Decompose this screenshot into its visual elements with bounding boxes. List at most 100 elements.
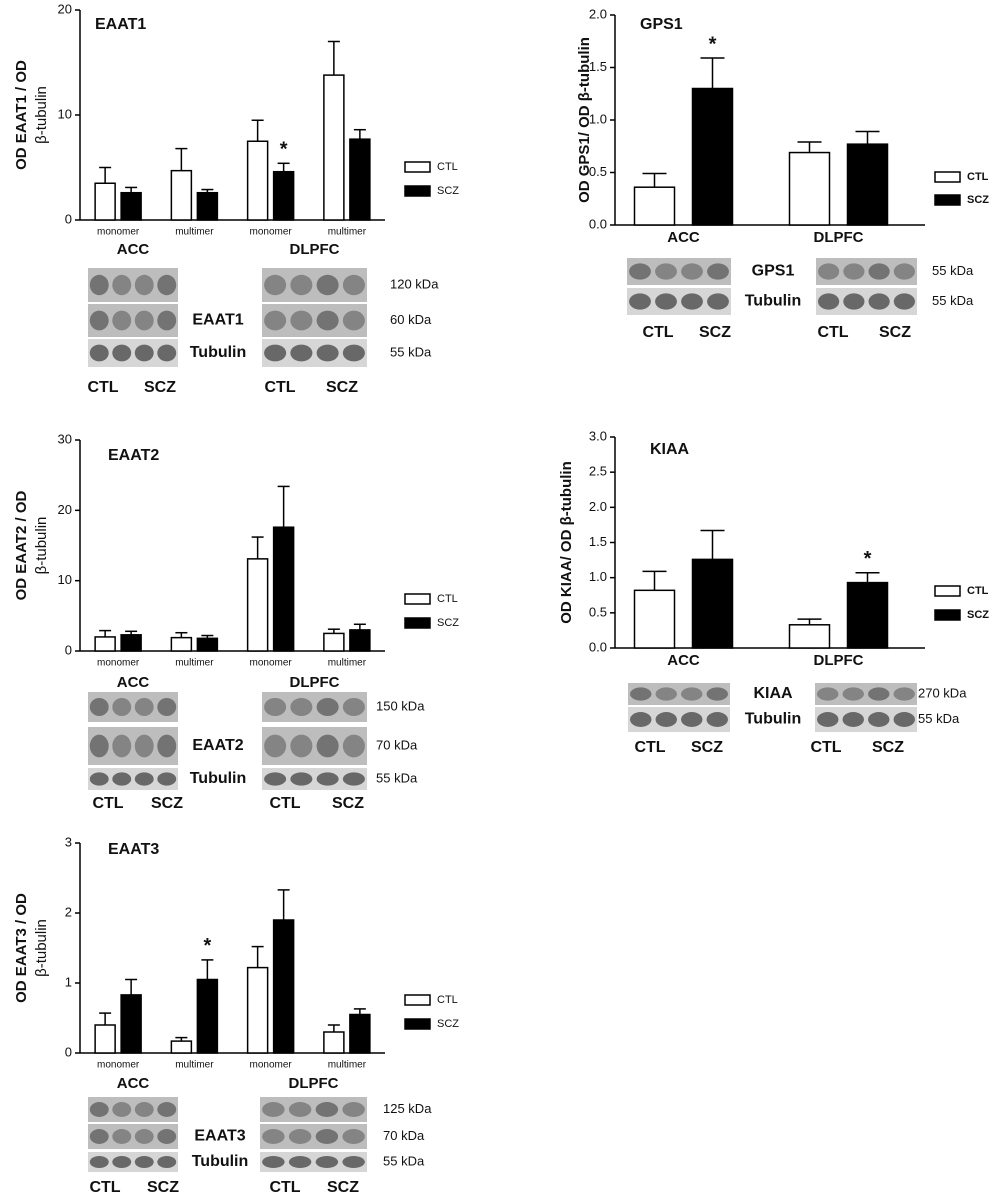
y-tick-label: 3 xyxy=(65,834,72,849)
blot-band xyxy=(112,772,132,786)
blot-band xyxy=(342,698,365,716)
bar xyxy=(196,191,219,221)
blot-strip xyxy=(262,768,367,790)
blot-band xyxy=(112,1156,132,1168)
bar xyxy=(788,151,831,226)
size-label: 150 kDa xyxy=(376,698,425,713)
bar xyxy=(170,169,193,221)
blot-band xyxy=(843,293,865,310)
x-tick-label: multimer xyxy=(328,227,367,238)
significance-mark: * xyxy=(203,935,211,957)
legend-swatch xyxy=(404,1018,431,1030)
y-tick-label: 1.5 xyxy=(589,534,607,549)
blot-band xyxy=(342,1129,365,1144)
lane-label: SCZ xyxy=(872,739,904,756)
legend-swatch xyxy=(404,994,431,1006)
blot-band xyxy=(157,344,177,362)
x-tick-label: multimer xyxy=(328,658,367,669)
blot-band xyxy=(315,1156,339,1168)
x-tick-label: multimer xyxy=(328,1060,367,1071)
blot-band xyxy=(707,263,729,280)
bar xyxy=(846,143,889,226)
lane-label: SCZ xyxy=(332,795,364,812)
blot-band xyxy=(706,712,728,727)
band-label: GPS1 xyxy=(752,263,795,280)
chart-title: KIAA xyxy=(650,441,690,458)
y-tick-label: 0 xyxy=(65,1044,72,1059)
blot-band xyxy=(629,263,651,280)
blot-band xyxy=(630,687,652,701)
band-label: KIAA xyxy=(753,685,793,702)
blot-band xyxy=(112,1102,132,1117)
lane-label: CTL xyxy=(269,795,300,812)
blot-band xyxy=(868,712,890,727)
blot-band xyxy=(89,310,109,331)
legend-label: SCZ xyxy=(437,185,459,197)
lane-label: SCZ xyxy=(699,324,731,341)
region-label: DLPFC xyxy=(289,1075,339,1092)
blot-band xyxy=(290,772,313,786)
region-label: ACC xyxy=(117,241,150,258)
y-axis-label: OD EAAT2 / OD xyxy=(13,490,30,600)
lane-label: CTL xyxy=(642,324,673,341)
bar xyxy=(323,632,345,652)
y-tick-label: 2.5 xyxy=(589,464,607,479)
bar xyxy=(846,581,889,649)
bar xyxy=(788,624,831,649)
band-label: EAAT1 xyxy=(192,312,243,329)
y-tick-label: 1.5 xyxy=(589,59,607,74)
x-tick-label: ACC xyxy=(667,229,700,246)
blot-strip xyxy=(88,1152,178,1172)
legend-swatch xyxy=(934,609,961,621)
chart-title: EAAT1 xyxy=(95,16,146,33)
blot-band xyxy=(290,310,313,331)
blot-band xyxy=(112,1129,132,1144)
bar xyxy=(691,87,734,226)
size-label: 55 kDa xyxy=(918,711,960,726)
lane-label: SCZ xyxy=(691,739,723,756)
size-label: 125 kDa xyxy=(383,1101,432,1116)
blot-band xyxy=(112,274,132,296)
bar xyxy=(170,636,193,652)
y-tick-label: 0.0 xyxy=(589,216,607,231)
blot-band xyxy=(134,734,154,758)
lane-label: CTL xyxy=(810,739,841,756)
y-tick-label: 1.0 xyxy=(589,569,607,584)
lane-label: CTL xyxy=(269,1179,300,1196)
blot-band xyxy=(707,293,729,310)
y-tick-label: 0 xyxy=(65,642,72,657)
bar xyxy=(272,919,295,1054)
blot-band xyxy=(893,712,915,727)
size-label: 55 kDa xyxy=(932,263,974,278)
blot-strip xyxy=(628,683,730,705)
bar xyxy=(196,978,219,1054)
legend-swatch xyxy=(404,617,431,629)
blot-band xyxy=(157,310,177,331)
blot-band xyxy=(262,1129,285,1144)
bar xyxy=(246,140,269,221)
lane-label: CTL xyxy=(89,1179,120,1196)
blot-band xyxy=(342,1102,365,1117)
blot-band xyxy=(112,698,132,716)
blot-band xyxy=(112,734,132,758)
blot-band xyxy=(893,293,915,310)
y-tick-label: 1 xyxy=(65,974,72,989)
blot-band xyxy=(316,772,339,786)
blot-band xyxy=(868,687,890,701)
legend-swatch xyxy=(934,171,961,183)
bar xyxy=(120,994,142,1054)
region-label: DLPFC xyxy=(290,674,340,691)
blot-band xyxy=(157,274,177,296)
y-tick-label: 2.0 xyxy=(589,6,607,21)
x-tick-label: monomer xyxy=(97,1060,140,1071)
y-tick-label: 0.0 xyxy=(589,639,607,654)
blot-band xyxy=(89,1102,109,1117)
bar xyxy=(246,558,269,652)
blot-band xyxy=(89,274,109,296)
size-label: 55 kDa xyxy=(390,344,432,359)
blot-band xyxy=(655,263,677,280)
x-tick-label: multimer xyxy=(175,1060,214,1071)
legend-swatch xyxy=(934,585,961,597)
legend-swatch xyxy=(934,194,961,206)
bar xyxy=(323,74,345,221)
